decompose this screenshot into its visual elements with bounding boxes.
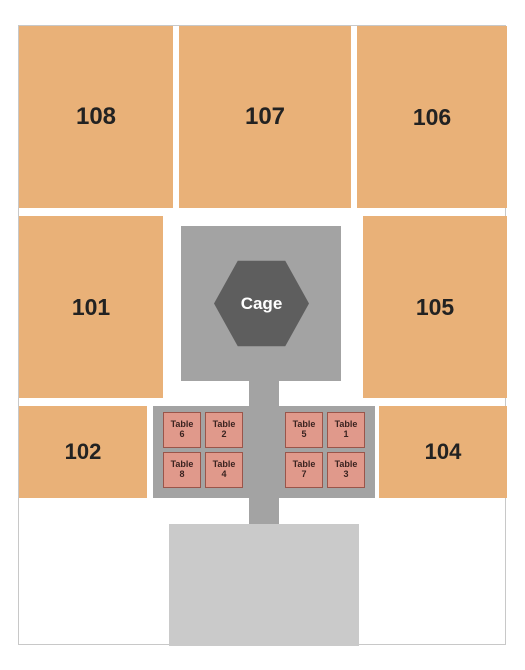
section-107[interactable]: 107 — [179, 26, 351, 208]
section-label: 101 — [72, 294, 110, 321]
table-3[interactable]: Table3 — [327, 452, 365, 488]
section-label: 106 — [413, 104, 451, 131]
section-label: 104 — [425, 439, 462, 465]
section-label: 105 — [416, 294, 454, 321]
section-105[interactable]: 105 — [363, 216, 507, 398]
stage-area — [169, 524, 359, 646]
table-label-num: 1 — [343, 430, 348, 440]
table-label-num: 4 — [221, 470, 226, 480]
section-106[interactable]: 106 — [357, 26, 507, 208]
cage-label: Cage — [241, 294, 283, 314]
section-104[interactable]: 104 — [379, 406, 507, 498]
section-label: 108 — [76, 103, 116, 131]
section-101[interactable]: 101 — [19, 216, 163, 398]
table-label-num: 8 — [179, 470, 184, 480]
table-2[interactable]: Table2 — [205, 412, 243, 448]
table-4[interactable]: Table4 — [205, 452, 243, 488]
table-1[interactable]: Table1 — [327, 412, 365, 448]
table-6[interactable]: Table6 — [163, 412, 201, 448]
table-label-num: 6 — [179, 430, 184, 440]
section-102[interactable]: 102 — [19, 406, 147, 498]
table-7[interactable]: Table7 — [285, 452, 323, 488]
table-label-num: 7 — [301, 470, 306, 480]
table-label-num: 3 — [343, 470, 348, 480]
table-label-num: 5 — [301, 430, 306, 440]
table-5[interactable]: Table5 — [285, 412, 323, 448]
table-8[interactable]: Table8 — [163, 452, 201, 488]
floor-corridor — [249, 381, 279, 524]
section-108[interactable]: 108 — [19, 26, 173, 208]
section-label: 107 — [245, 103, 285, 131]
table-label-num: 2 — [221, 430, 226, 440]
section-label: 102 — [65, 439, 102, 465]
seating-chart: 108107106101105102104 Cage Table6Table2T… — [18, 25, 506, 645]
